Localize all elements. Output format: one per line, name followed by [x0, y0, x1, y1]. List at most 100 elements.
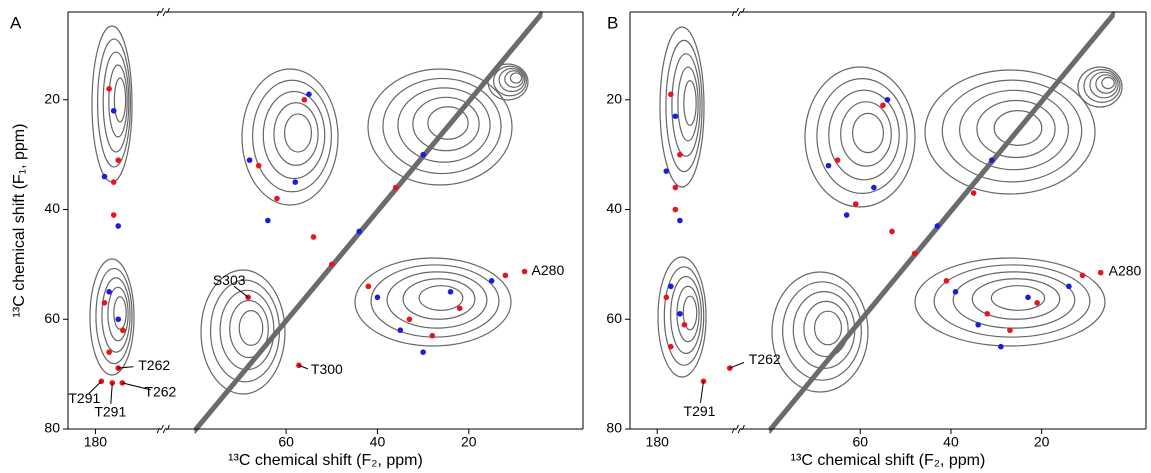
peak-dot: [101, 300, 108, 306]
x-axis-label: ¹³C chemical shift (F₂, ppm): [228, 452, 423, 469]
peak-dot: [880, 102, 886, 109]
contour: [933, 264, 1091, 338]
contour: [509, 72, 523, 84]
leader-line: [118, 366, 134, 369]
contour: [1083, 68, 1121, 103]
peak-dot: [871, 184, 877, 191]
contour: [370, 264, 500, 338]
contour: [914, 257, 1106, 347]
annotation-label: T291: [68, 390, 100, 406]
peak-dot: [975, 321, 981, 328]
y-tick-label: 40: [606, 200, 622, 216]
peak-dot: [328, 261, 335, 268]
contour: [108, 64, 128, 138]
contour: [803, 300, 849, 358]
contour: [683, 79, 697, 126]
contour: [676, 285, 700, 343]
panel-label: A: [10, 13, 22, 32]
peak-dot: [110, 212, 117, 218]
peak-dot: [374, 294, 381, 301]
peak-dot: [911, 250, 918, 257]
contour: [89, 258, 135, 376]
contour: [671, 53, 701, 157]
contour: [971, 278, 1061, 320]
axis-break: [162, 7, 170, 17]
contour: [663, 266, 705, 366]
contour: [804, 66, 916, 208]
peak-dot: [668, 91, 674, 98]
peak-dot: [668, 283, 674, 290]
peak-dot: [110, 107, 117, 114]
peak-dot: [365, 283, 372, 290]
peak-dot: [115, 223, 122, 229]
peak-dot: [943, 278, 950, 284]
annotation-label: S303: [213, 272, 246, 288]
contour: [657, 256, 707, 378]
contour: [241, 68, 339, 206]
contour: [782, 281, 862, 381]
contour: [252, 79, 332, 193]
x-tick-label: 20: [1034, 434, 1050, 450]
peak-dot: [1007, 327, 1013, 334]
y-tick-label: 60: [44, 310, 60, 326]
x-tick-label: 180: [84, 434, 108, 450]
peak-dot: [852, 201, 859, 207]
x-tick-label: 180: [646, 434, 670, 450]
peak-dot: [843, 212, 850, 218]
peak-dot: [677, 310, 683, 317]
contour: [418, 285, 464, 311]
peak-dot: [1066, 283, 1072, 290]
peak-dot: [106, 289, 112, 295]
contour: [924, 69, 1096, 195]
x-tick-label: 40: [370, 434, 386, 450]
contour: [498, 67, 526, 93]
contour: [952, 271, 1076, 329]
y-tick-label: 20: [44, 90, 60, 106]
contour: [659, 26, 705, 188]
peak-dot: [255, 162, 262, 169]
peak-dot: [397, 327, 404, 334]
peak-dot: [834, 157, 841, 163]
annotated-peak: [1097, 269, 1104, 276]
contour: [677, 66, 699, 142]
annotation-label: T262: [749, 351, 781, 367]
contour: [941, 79, 1083, 183]
contour: [200, 269, 286, 395]
leader-line: [298, 364, 309, 370]
peak-dot: [672, 206, 679, 213]
peak-dot: [447, 289, 454, 295]
annotation-label: T291: [684, 403, 716, 419]
contour: [402, 278, 476, 320]
contour: [976, 99, 1056, 159]
contour: [238, 310, 264, 346]
peak-dot: [998, 343, 1004, 350]
peak-dot: [265, 217, 271, 224]
peak-dot: [677, 151, 683, 158]
leader-line: [88, 380, 102, 395]
axis-break: [737, 424, 745, 434]
peak-dot: [934, 223, 941, 229]
contour: [670, 276, 702, 355]
axis-break: [731, 7, 739, 17]
peak-dot: [672, 113, 679, 120]
annotated-peak: [726, 365, 733, 371]
contour: [958, 89, 1069, 171]
peak-dot: [1079, 272, 1086, 279]
peak-dot: [106, 349, 112, 355]
annotation-label: A280: [532, 262, 565, 278]
annotated-peak: [119, 380, 126, 386]
peak-dot: [115, 316, 122, 323]
peak-dot: [672, 184, 679, 191]
contour: [828, 89, 900, 181]
peak-dot: [825, 162, 832, 169]
peak-dot: [115, 157, 122, 163]
contour: [96, 38, 131, 168]
peak-dot: [952, 289, 959, 295]
peak-dot: [274, 195, 280, 202]
y-tick-label: 80: [44, 420, 60, 436]
peak-dot: [488, 278, 495, 284]
peak-dot: [310, 234, 317, 240]
y-tick-label: 80: [606, 420, 622, 436]
contour: [504, 70, 524, 88]
peak-dot: [246, 157, 253, 163]
